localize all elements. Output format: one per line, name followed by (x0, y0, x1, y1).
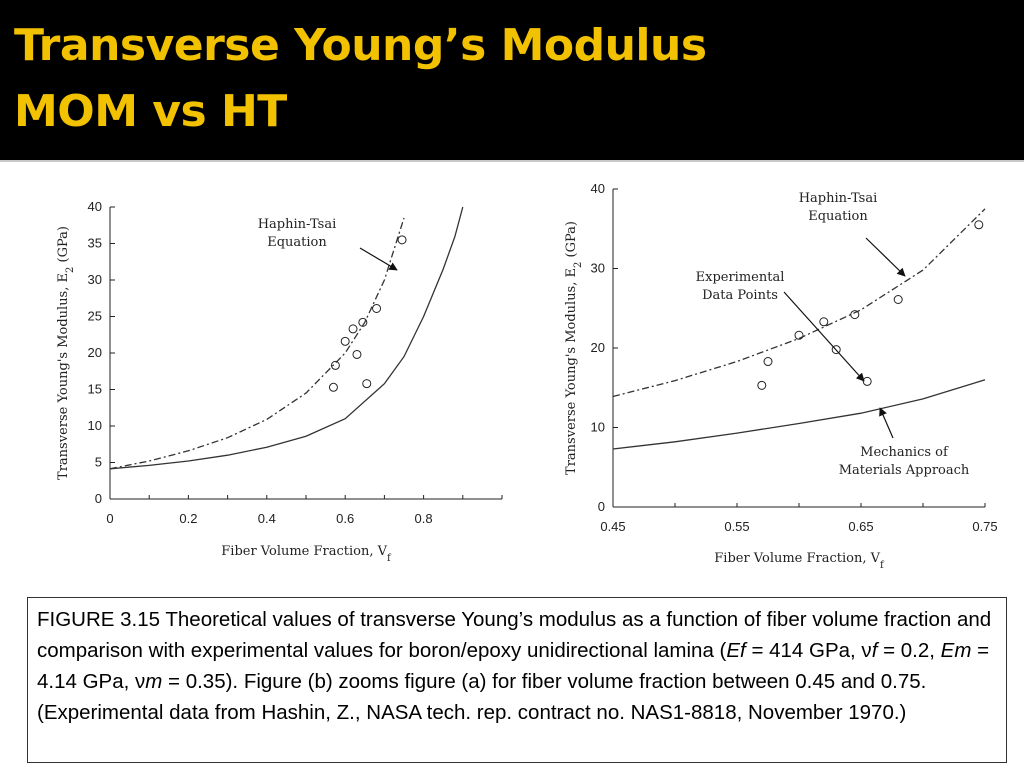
y-axis-label-subscript: 2 (573, 262, 584, 268)
annotation-arrow (783, 291, 865, 382)
experimental-data-point (862, 376, 872, 386)
annotation-arrow (865, 237, 906, 277)
annotation-label: Haphin-Tsai (799, 191, 878, 206)
y-axis-label: Transverse Young's Modulus, E2 (GPa) (56, 226, 76, 480)
experimental-data-point (850, 310, 860, 320)
x-tick-label: 0 (106, 511, 113, 526)
annotation-label: Materials Approach (839, 463, 970, 478)
caption-text-3: = 0.2, (877, 639, 941, 662)
annotation-arrow (359, 247, 398, 271)
y-axis-label: Transverse Young's Modulus, E2 (GPa) (564, 221, 584, 475)
x-tick-label: 0.65 (848, 519, 873, 534)
x-tick-label: 0.8 (415, 511, 433, 526)
x-axis-label-subscript: f (880, 560, 885, 571)
mom-curve (612, 379, 986, 450)
x-tick-label: 0.75 (972, 519, 997, 534)
slide-title-line-1: Transverse Young’s Modulus (14, 20, 707, 71)
y-axis-label-unit: (GPa) (56, 226, 71, 267)
halpin-tsai-curve (109, 217, 405, 470)
experimental-data-point (358, 317, 368, 327)
experimental-data-point (974, 220, 984, 230)
x-tick-label: 0.2 (179, 511, 197, 526)
annotation-arrow (879, 407, 894, 439)
experimental-data-point (328, 382, 338, 392)
slide-title-line-2: MOM vs HT (14, 86, 287, 137)
y-tick-label: 30 (591, 261, 605, 276)
x-axis-label-subscript: f (387, 553, 392, 564)
y-axis-label-unit: (GPa) (564, 221, 579, 262)
y-tick-label: 15 (88, 382, 102, 397)
y-tick-label: 30 (88, 272, 102, 287)
experimental-data-point (340, 336, 350, 346)
experimental-data-point (397, 235, 407, 245)
y-tick-label: 20 (591, 340, 605, 355)
y-axis-label-subscript: 2 (65, 267, 76, 273)
experimental-data-point (362, 379, 372, 389)
experimental-data-point (348, 324, 358, 334)
halpin-tsai-curve (612, 208, 986, 398)
experimental-data-point (893, 295, 903, 305)
chart-b: 0 10 20 30 40 0.45 0.55 0.65 0.75 Fiber Volume Fr… (564, 181, 998, 571)
experimental-data-point (330, 360, 340, 370)
x-axis-label: Fiber Volume Fraction, Vf (221, 544, 392, 564)
caption-f: f (871, 639, 878, 662)
title-divider (0, 160, 1024, 162)
y-tick-label: 10 (591, 420, 605, 435)
experimental-data-point (763, 357, 773, 367)
annotation-label: Equation (808, 209, 868, 224)
experimental-data-point (831, 345, 841, 355)
x-tick-label: 0.55 (724, 519, 749, 534)
y-tick-label: 40 (591, 181, 605, 196)
caption-text-4: = 4.14 GPa, ν (37, 639, 990, 693)
annotation-label: Equation (267, 235, 327, 250)
annotation-label: Experimental (696, 270, 785, 285)
chart-a: 0 5 10 15 20 25 30 35 40 0 0.2 0.4 0.6 0.8 Fiber Volum… (56, 199, 503, 564)
y-tick-label: 35 (88, 236, 102, 251)
experimental-data-point (794, 330, 804, 340)
title-bar: Transverse Young’s Modulus MOM vs HT (0, 0, 1024, 160)
experimental-data-point (352, 349, 362, 359)
caption-m: m (145, 670, 163, 693)
caption-text-1: FIGURE 3.15 Theoretical values of transv… (37, 608, 992, 662)
y-tick-label: 10 (88, 418, 102, 433)
x-tick-label: 0.6 (336, 511, 354, 526)
figure-caption: FIGURE 3.15 Theoretical values of transv… (27, 597, 1007, 763)
mom-curve (109, 206, 464, 470)
y-tick-label: 0 (598, 499, 605, 514)
x-tick-label: 0.45 (600, 519, 625, 534)
experimental-data-point (372, 303, 382, 313)
annotation-label: Mechanics of (860, 445, 949, 460)
y-tick-label: 40 (88, 199, 102, 214)
y-tick-label: 25 (88, 309, 102, 324)
experimental-data-point (757, 380, 767, 390)
caption-text-5: = 0.35). Figure (b) zooms figure (a) for… (37, 670, 927, 724)
x-axis-label: Fiber Volume Fraction, Vf (714, 551, 885, 571)
annotation-label: Haphin-Tsai (258, 217, 337, 232)
caption-ef: Ef (726, 639, 746, 662)
y-tick-label: 20 (88, 345, 102, 360)
x-tick-label: 0.4 (258, 511, 276, 526)
annotation-label: Data Points (702, 288, 778, 303)
caption-em: Em (940, 639, 972, 662)
caption-text-2: = 414 GPa, ν (745, 639, 872, 662)
y-tick-label: 5 (95, 455, 102, 470)
experimental-data-point (819, 317, 829, 327)
y-tick-label: 0 (95, 491, 102, 506)
